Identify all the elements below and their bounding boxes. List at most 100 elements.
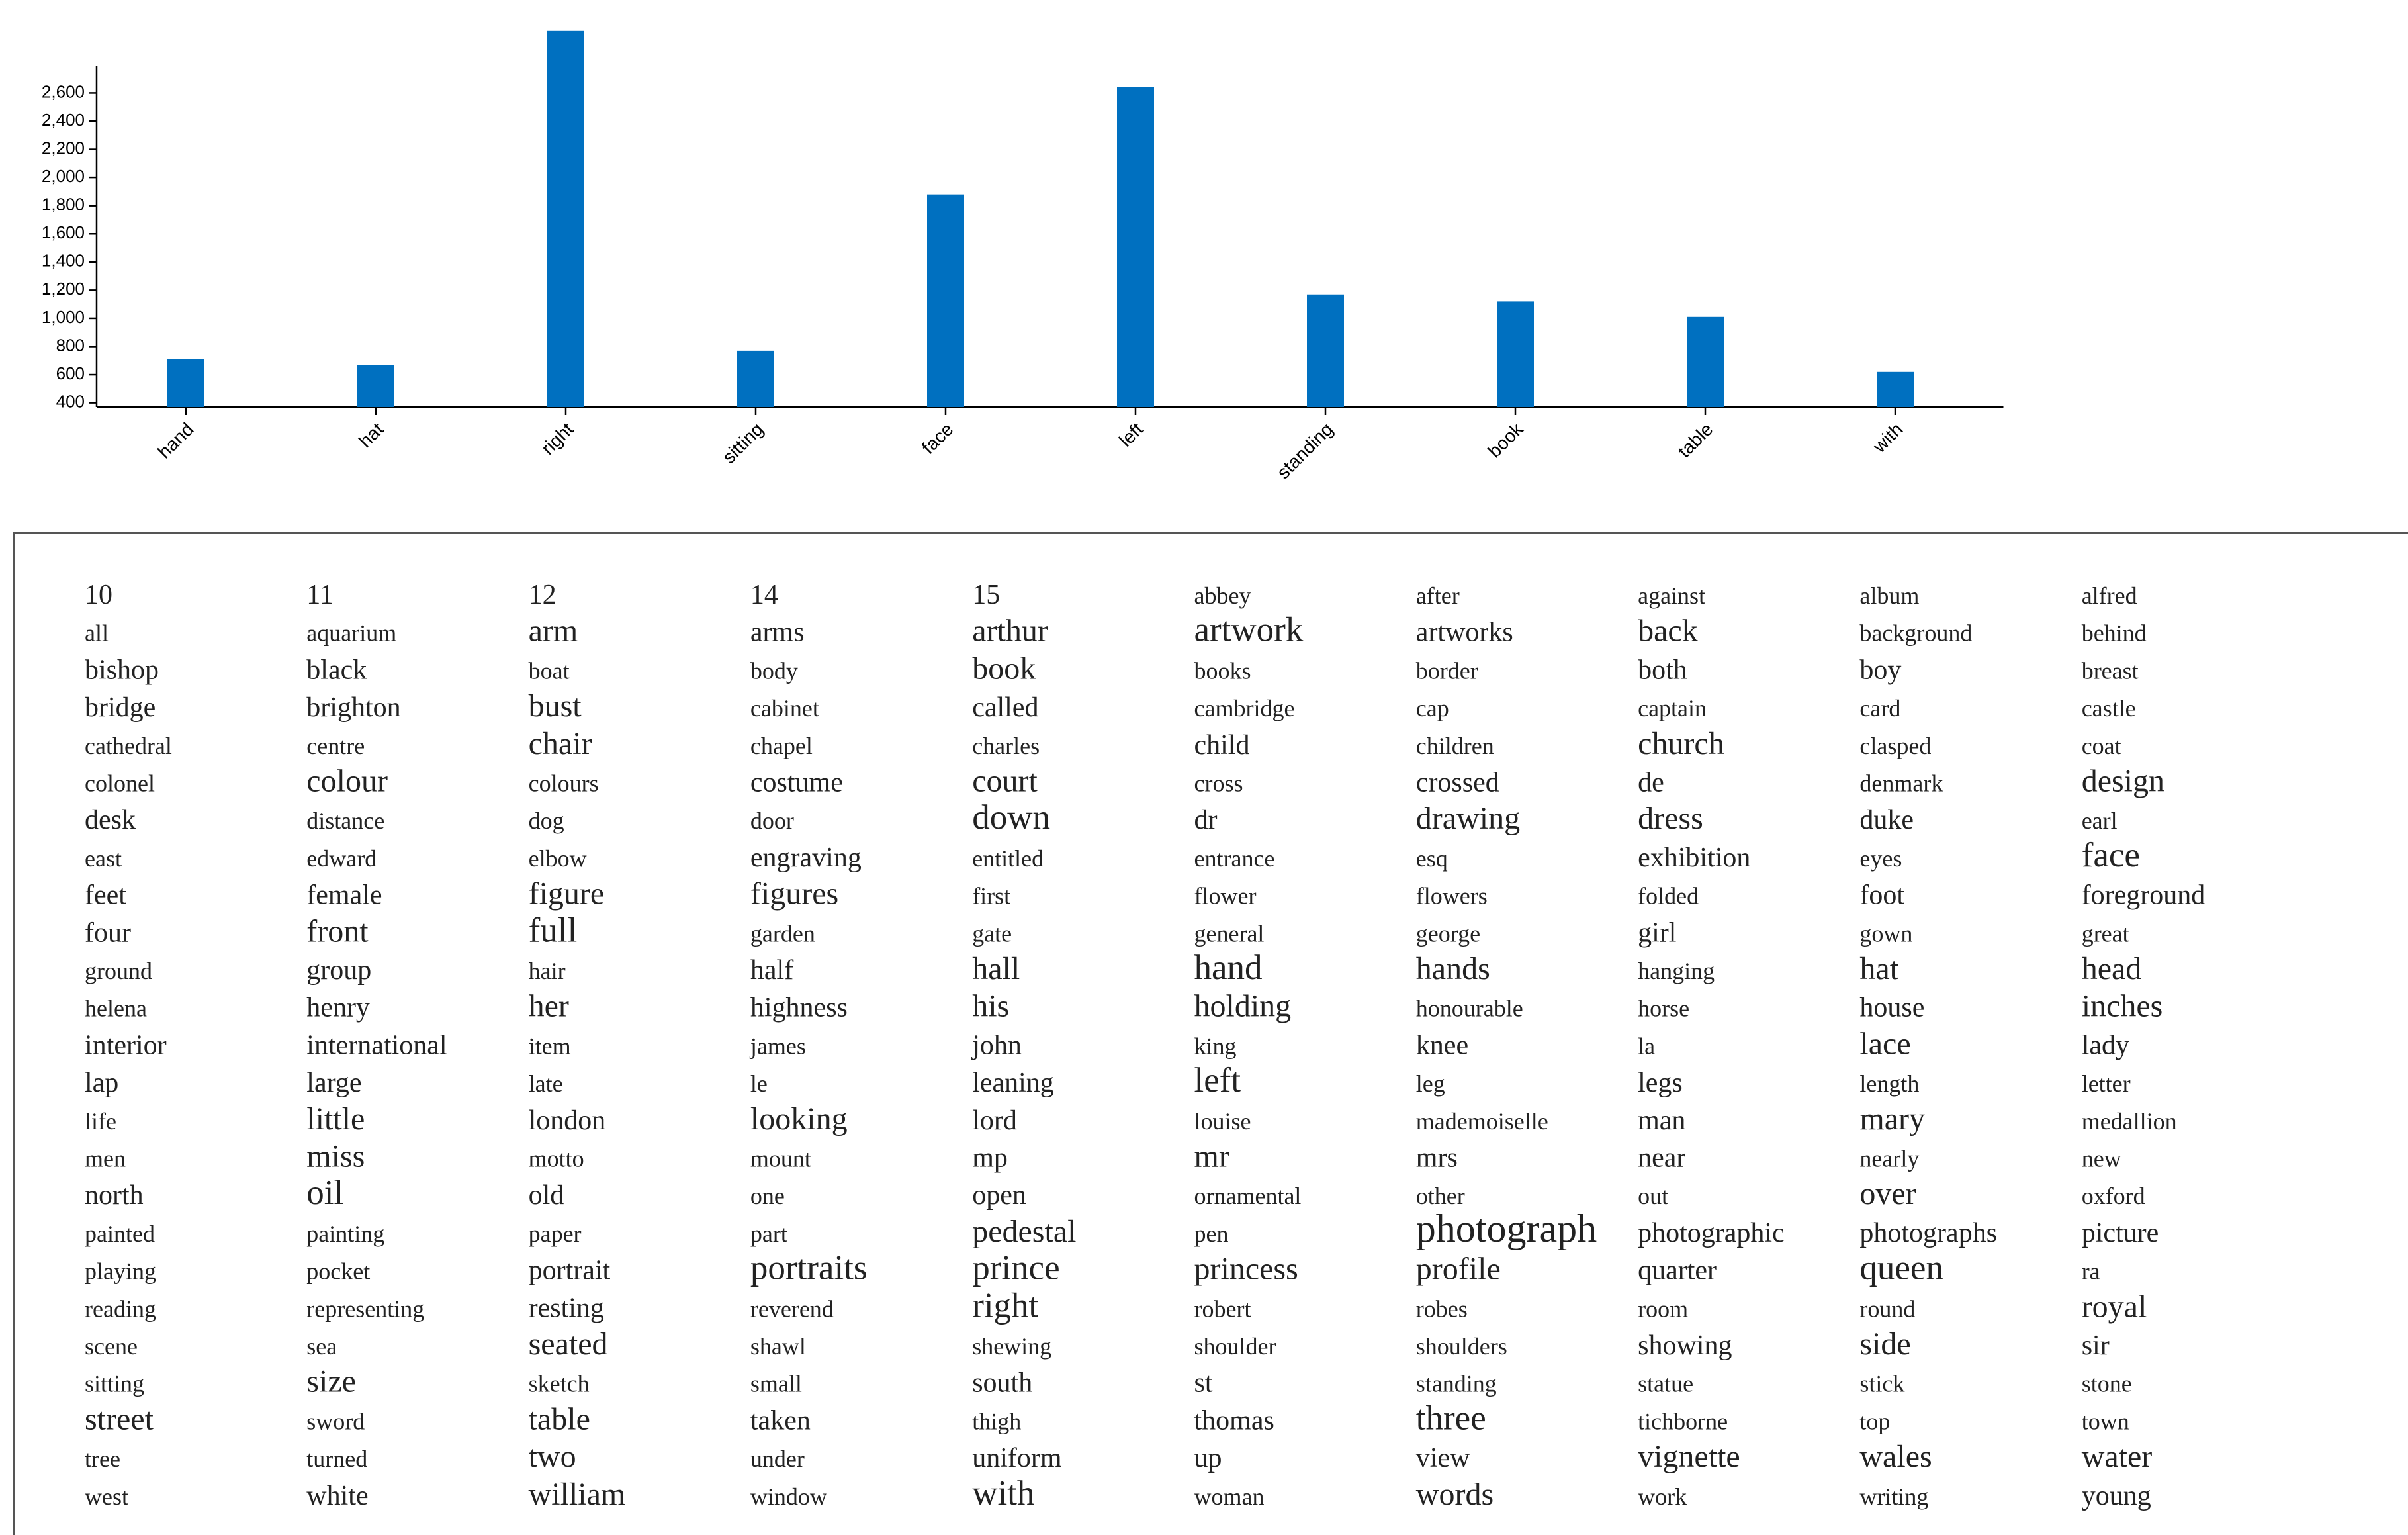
word: ra: [2082, 1258, 2100, 1285]
word: man: [1638, 1105, 1685, 1136]
word: leg: [1416, 1070, 1445, 1097]
word: shawl: [750, 1333, 806, 1360]
word: flower: [1194, 883, 1257, 909]
y-tick-label: 1,200: [42, 279, 85, 299]
word: turned: [306, 1446, 367, 1472]
word: reading: [85, 1295, 156, 1322]
word: king: [1194, 1033, 1237, 1059]
bar: [1307, 294, 1344, 407]
word: photographs: [1859, 1218, 1997, 1248]
word: window: [750, 1483, 827, 1510]
word: hanging: [1638, 958, 1715, 984]
word-cloud: 10 all bishop bridge cathedral colonel desk eas…: [13, 532, 2408, 1535]
word: hand: [1194, 949, 1263, 987]
word: helena: [85, 996, 147, 1022]
word: engraving: [750, 843, 862, 873]
word: portraits: [750, 1249, 868, 1287]
bar: [357, 365, 394, 407]
word: oxford: [2082, 1183, 2145, 1209]
word: prince: [972, 1249, 1059, 1287]
word: scene: [85, 1333, 138, 1360]
word: folded: [1638, 883, 1699, 909]
word: charles: [972, 733, 1040, 759]
word: statue: [1638, 1371, 1693, 1397]
word: gate: [972, 920, 1012, 947]
word: seated: [529, 1326, 608, 1362]
word: castle: [2082, 695, 2136, 721]
word: coat: [2082, 733, 2121, 759]
x-tick-label: hat: [355, 418, 388, 451]
word: legs: [1638, 1068, 1683, 1098]
x-tick-label: right: [537, 418, 578, 459]
word: girl: [1638, 917, 1676, 948]
word: shoulders: [1416, 1333, 1507, 1360]
x-tick-label: standing: [1273, 419, 1337, 483]
word: her: [529, 989, 569, 1024]
word: shewing: [972, 1333, 1051, 1360]
word: child: [1194, 730, 1250, 761]
word: mademoiselle: [1416, 1108, 1548, 1135]
word: figure: [529, 876, 605, 911]
word: george: [1416, 920, 1480, 947]
word: near: [1638, 1143, 1685, 1174]
word: colour: [306, 764, 388, 799]
word: garden: [750, 920, 815, 947]
word: mp: [972, 1143, 1008, 1174]
word: black: [306, 655, 367, 685]
word: hands: [1416, 951, 1490, 986]
y-tick-label: 1,800: [42, 195, 85, 214]
word: border: [1416, 657, 1478, 684]
word: out: [1638, 1183, 1668, 1209]
word: representing: [306, 1295, 424, 1322]
word: breast: [2082, 657, 2139, 684]
word: hat: [1859, 951, 1898, 986]
word: paper: [529, 1221, 582, 1247]
word: exhibition: [1638, 843, 1750, 873]
word: tichborne: [1638, 1408, 1728, 1434]
word: sword: [306, 1408, 365, 1434]
word: his: [972, 989, 1009, 1024]
word: ornamental: [1194, 1183, 1302, 1209]
word: inches: [2082, 989, 2163, 1024]
word: books: [1194, 657, 1251, 684]
word: left: [1194, 1061, 1241, 1099]
word: white: [306, 1481, 368, 1511]
word: chair: [529, 726, 592, 761]
word: length: [1859, 1070, 1919, 1097]
word: pocket: [306, 1258, 370, 1285]
word: bridge: [85, 692, 156, 723]
word: aquarium: [306, 620, 396, 647]
word: pen: [1194, 1221, 1229, 1247]
word: vignette: [1638, 1439, 1740, 1474]
word: uniform: [972, 1443, 1062, 1473]
word: against: [1638, 582, 1705, 609]
x-tick-label: table: [1674, 419, 1717, 462]
word: interior: [85, 1030, 167, 1060]
word: robert: [1194, 1295, 1251, 1322]
bar: [1497, 301, 1534, 407]
word: picture: [2082, 1218, 2159, 1248]
word: mrs: [1416, 1143, 1458, 1174]
word: item: [529, 1033, 571, 1059]
y-tick-label: 2,200: [42, 138, 85, 158]
word: background: [1859, 620, 1972, 647]
word: stick: [1859, 1371, 1904, 1397]
word: 11: [306, 580, 333, 610]
word: room: [1638, 1295, 1688, 1322]
y-tick-label: 1,600: [42, 222, 85, 242]
word: sea: [306, 1333, 337, 1360]
word: mary: [1859, 1101, 1925, 1137]
word: foreground: [2082, 880, 2206, 911]
word: knee: [1416, 1030, 1468, 1060]
word: thomas: [1194, 1405, 1274, 1436]
word: group: [306, 955, 371, 986]
word: side: [1859, 1326, 1910, 1362]
word: highness: [750, 993, 848, 1023]
word: house: [1859, 993, 1924, 1023]
word: gown: [1859, 920, 1912, 947]
word: dress: [1638, 801, 1703, 836]
y-tick-label: 2,600: [42, 81, 85, 101]
word: miss: [306, 1139, 365, 1174]
word: old: [529, 1180, 564, 1211]
word: female: [306, 880, 382, 911]
